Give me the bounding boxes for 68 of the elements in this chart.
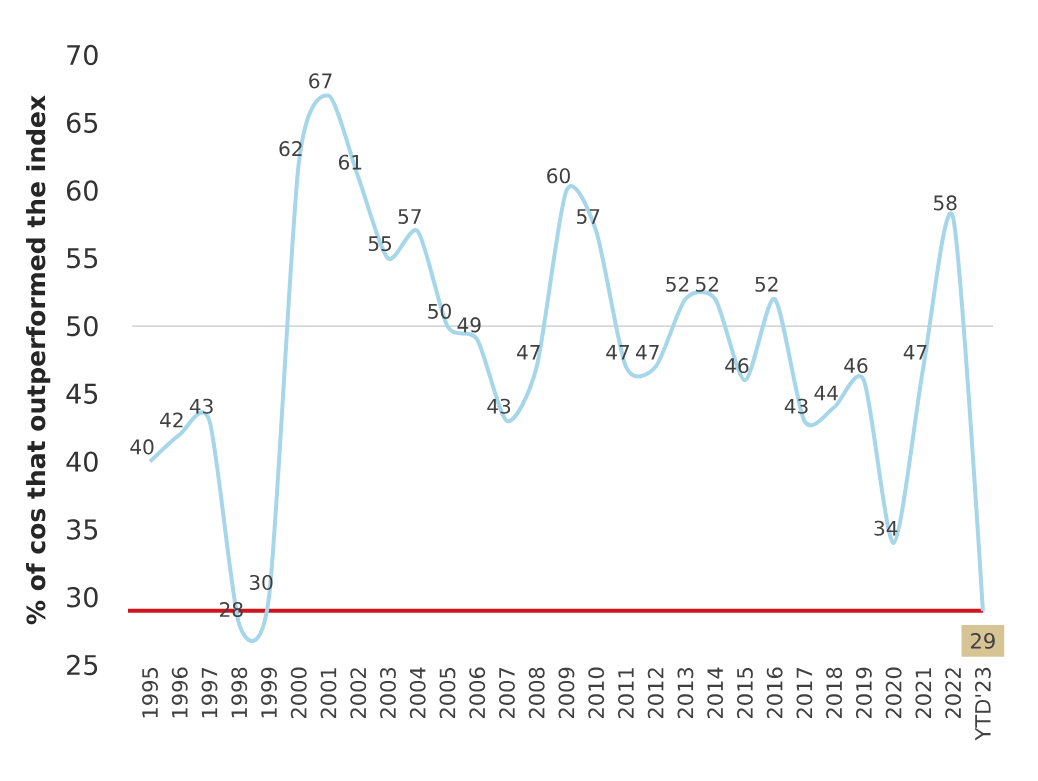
x-tick-label: 2004 [409, 667, 426, 719]
y-tick-label: 55 [67, 248, 98, 269]
data-label: 29 [971, 632, 995, 649]
data-label: 60 [547, 168, 570, 184]
x-tick-label: 1999 [261, 667, 277, 718]
x-tick-label: 2010 [588, 667, 605, 719]
data-label: 46 [725, 358, 749, 374]
data-label: 62 [279, 141, 302, 157]
data-label: 47 [517, 345, 540, 360]
data-label: 58 [934, 195, 957, 211]
data-label: 67 [309, 73, 332, 89]
data-label: 43 [189, 398, 213, 414]
x-tick-label: 2015 [736, 668, 753, 719]
data-label: 43 [784, 398, 808, 414]
x-tick-label: 2005 [439, 668, 456, 719]
x-tick-label: 2006 [469, 667, 486, 719]
x-tick-label: 2022 [945, 668, 962, 719]
x-tick-label: 2014 [707, 667, 724, 719]
y-tick-label: 65 [66, 112, 98, 133]
y-tick-label: 40 [66, 451, 98, 472]
data-label: 46 [844, 358, 868, 374]
data-label: 47 [636, 345, 659, 360]
x-tick-label: 1995 [142, 668, 158, 718]
data-label: 47 [903, 345, 927, 360]
x-tick-label: 2017 [796, 668, 813, 719]
data-label: 61 [338, 154, 362, 170]
data-label: 52 [696, 276, 718, 292]
x-tick-label: 2011 [617, 668, 634, 719]
data-label: 47 [606, 345, 630, 360]
x-tick-label: 2000 [290, 667, 307, 719]
x-tick-label: 2012 [647, 668, 664, 719]
x-tick-label: 2002 [350, 668, 367, 719]
data-label: 57 [577, 209, 600, 225]
y-tick-label: 60 [66, 180, 98, 201]
data-label: 43 [487, 398, 511, 414]
y-tick-label: 50 [67, 315, 98, 337]
data-label: 40 [130, 439, 154, 455]
data-label: 52 [755, 276, 778, 292]
y-tick-label: 70 [67, 44, 98, 66]
x-tick-label: 1996 [171, 667, 188, 718]
y-tick-label: 30 [67, 586, 98, 608]
data-label: 34 [874, 520, 898, 536]
data-label: 55 [368, 236, 392, 252]
x-tick-label: 2007 [499, 668, 515, 719]
y-tick-label: 45 [66, 383, 98, 404]
x-tick-label: 2021 [915, 668, 932, 719]
x-tick-label: 2013 [677, 667, 694, 719]
data-label: 42 [160, 412, 183, 428]
x-tick-label: 2019 [855, 667, 872, 719]
x-tick-label: 2018 [826, 667, 843, 719]
data-label: 44 [814, 385, 838, 401]
y-tick-label: 35 [67, 519, 98, 540]
data-label: 49 [457, 317, 481, 333]
data-label: 50 [428, 303, 451, 319]
x-tick-label: 2009 [558, 667, 575, 719]
data-label: 52 [666, 276, 689, 292]
x-tick-label: 2001 [320, 668, 337, 719]
x-tick-label: 2020 [885, 667, 902, 719]
y-axis-title: % of cos that outperformed the index [26, 95, 51, 625]
x-tick-label: 1997 [201, 668, 218, 718]
x-tick-label: 2008 [528, 667, 545, 719]
x-tick-label: 2003 [380, 667, 396, 719]
data-label: 57 [398, 209, 421, 225]
y-tick-label: 25 [67, 654, 98, 676]
data-label: 30 [249, 574, 273, 591]
x-tick-label: 1998 [231, 667, 248, 718]
x-tick-label: YTD'23 [974, 667, 991, 741]
x-tick-label: 2016 [766, 667, 783, 719]
